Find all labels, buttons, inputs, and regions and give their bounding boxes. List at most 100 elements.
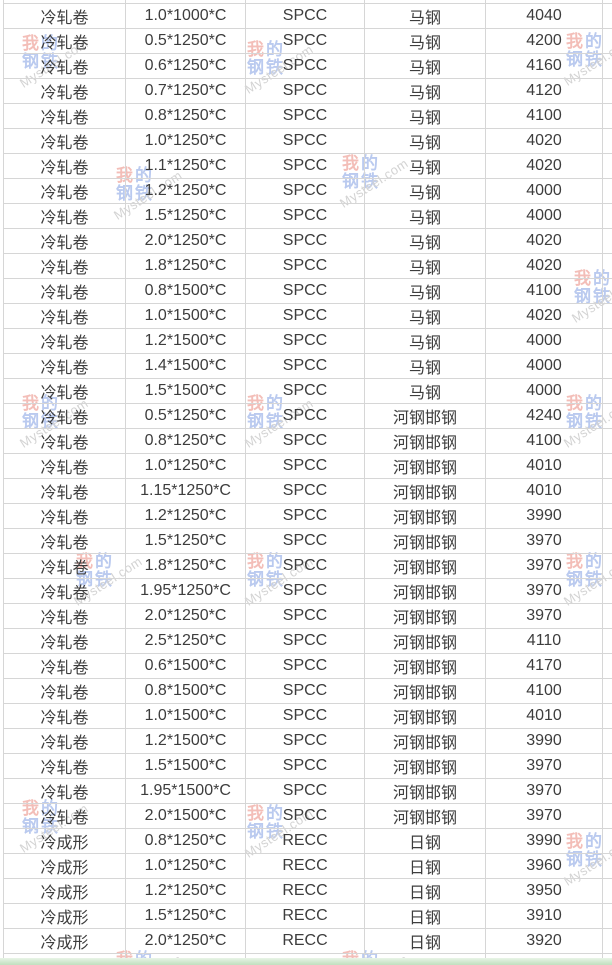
cell-product: 冷轧卷	[3, 478, 126, 504]
cell-spec: 1.0*1250*C	[125, 453, 246, 479]
cell-grade: SPCC	[245, 678, 365, 704]
cell-overflow	[602, 653, 612, 679]
cell-spec: 1.4*1500*C	[125, 353, 246, 379]
table-row: 冷轧卷 1.1*1250*C SPCC 马钢 4020	[3, 153, 612, 179]
cell-spec: 1.0*1000*C	[125, 3, 246, 29]
cell-price: 3970	[485, 578, 603, 604]
cell-grade: SPCC	[245, 728, 365, 754]
cell-mill: 马钢	[364, 278, 486, 304]
cell-price: 4020	[485, 128, 603, 154]
cell-overflow	[602, 528, 612, 554]
cell-overflow	[602, 503, 612, 529]
cell-product: 冷轧卷	[3, 228, 126, 254]
table-row: 冷轧卷 1.0*1500*C SPCC 马钢 4020	[3, 303, 612, 329]
table-row: 冷成形 1.5*1250*C RECC 日钢 3910	[3, 903, 612, 929]
cell-overflow	[602, 228, 612, 254]
cell-mill: 马钢	[364, 28, 486, 54]
cell-grade: RECC	[245, 828, 365, 854]
cell-product: 冷轧卷	[3, 803, 126, 829]
cell-overflow	[602, 753, 612, 779]
cell-overflow	[602, 153, 612, 179]
table-row: 冷轧卷 1.5*1250*C SPCC 河钢邯钢 3970	[3, 528, 612, 554]
cell-mill: 河钢邯钢	[364, 403, 486, 429]
cell-product: 冷轧卷	[3, 403, 126, 429]
cell-product: 冷轧卷	[3, 128, 126, 154]
cell-price: 3970	[485, 778, 603, 804]
cell-overflow	[602, 353, 612, 379]
cell-mill: 河钢邯钢	[364, 478, 486, 504]
cell-price: 4160	[485, 53, 603, 79]
cell-spec: 0.7*1250*C	[125, 78, 246, 104]
cell-spec: 1.15*1250*C	[125, 478, 246, 504]
cell-spec: 0.8*1250*C	[125, 428, 246, 454]
cell-mill: 日钢	[364, 928, 486, 954]
table-row: 冷轧卷 2.0*1500*C SPCC 河钢邯钢 3970	[3, 803, 612, 829]
cell-grade: SPCC	[245, 378, 365, 404]
cell-grade: SPCC	[245, 553, 365, 579]
cell-product: 冷轧卷	[3, 103, 126, 129]
cell-grade: SPCC	[245, 128, 365, 154]
cell-grade: SPCC	[245, 503, 365, 529]
cell-spec: 1.0*1250*C	[125, 853, 246, 879]
cell-price: 4100	[485, 428, 603, 454]
cell-mill: 河钢邯钢	[364, 578, 486, 604]
cell-product: 冷轧卷	[3, 453, 126, 479]
cell-spec: 1.0*1500*C	[125, 703, 246, 729]
cell-grade: SPCC	[245, 528, 365, 554]
table-row: 冷轧卷 0.6*1250*C SPCC 马钢 4160	[3, 53, 612, 79]
cell-grade: SPCC	[245, 653, 365, 679]
cell-mill: 河钢邯钢	[364, 653, 486, 679]
cell-product: 冷轧卷	[3, 353, 126, 379]
cell-overflow	[602, 603, 612, 629]
table-row: 冷轧卷 1.2*1250*C SPCC 河钢邯钢 3990	[3, 503, 612, 529]
cell-price: 3970	[485, 803, 603, 829]
cell-product: 冷轧卷	[3, 778, 126, 804]
cell-overflow	[602, 53, 612, 79]
cell-spec: 0.8*1250*C	[125, 828, 246, 854]
cell-grade: RECC	[245, 928, 365, 954]
cell-price: 3970	[485, 603, 603, 629]
cell-spec: 1.2*1250*C	[125, 503, 246, 529]
cell-grade: SPCC	[245, 753, 365, 779]
cell-spec: 1.0*1250*C	[125, 128, 246, 154]
cell-product: 冷轧卷	[3, 503, 126, 529]
table-row: 冷成形 0.8*1250*C RECC 日钢 3990	[3, 828, 612, 854]
cell-mill: 河钢邯钢	[364, 678, 486, 704]
cell-price: 3990	[485, 503, 603, 529]
cell-mill: 马钢	[364, 378, 486, 404]
table-row: 冷轧卷 1.8*1250*C SPCC 马钢 4020	[3, 253, 612, 279]
cell-price: 4040	[485, 3, 603, 29]
cell-grade: SPCC	[245, 578, 365, 604]
cell-product: 冷轧卷	[3, 653, 126, 679]
table-row: 冷成形 2.0*1250*C RECC 日钢 3920	[3, 928, 612, 954]
cell-spec: 1.0*1500*C	[125, 303, 246, 329]
cell-grade: SPCC	[245, 303, 365, 329]
cell-product: 冷轧卷	[3, 178, 126, 204]
cell-price: 4110	[485, 628, 603, 654]
cell-product: 冷轧卷	[3, 153, 126, 179]
cell-price: 4020	[485, 303, 603, 329]
table-row: 冷轧卷 1.5*1500*C SPCC 马钢 4000	[3, 378, 612, 404]
cell-mill: 日钢	[364, 828, 486, 854]
cell-overflow	[602, 778, 612, 804]
cell-price: 3960	[485, 853, 603, 879]
cell-price: 4000	[485, 203, 603, 229]
cell-overflow	[602, 803, 612, 829]
cell-mill: 马钢	[364, 53, 486, 79]
table-row: 冷轧卷 0.8*1500*C SPCC 河钢邯钢 4100	[3, 678, 612, 704]
cell-spec: 2.0*1500*C	[125, 803, 246, 829]
cell-mill: 河钢邯钢	[364, 728, 486, 754]
cell-overflow	[602, 853, 612, 879]
cell-mill: 河钢邯钢	[364, 428, 486, 454]
cell-mill: 河钢邯钢	[364, 628, 486, 654]
cell-grade: SPCC	[245, 703, 365, 729]
cell-mill: 马钢	[364, 153, 486, 179]
table-row: 冷成形 1.0*1250*C RECC 日钢 3960	[3, 853, 612, 879]
page-footer-strip	[0, 958, 612, 965]
cell-overflow	[602, 103, 612, 129]
cell-grade: SPCC	[245, 428, 365, 454]
cell-mill: 马钢	[364, 128, 486, 154]
cell-product: 冷成形	[3, 903, 126, 929]
cell-spec: 0.8*1500*C	[125, 678, 246, 704]
